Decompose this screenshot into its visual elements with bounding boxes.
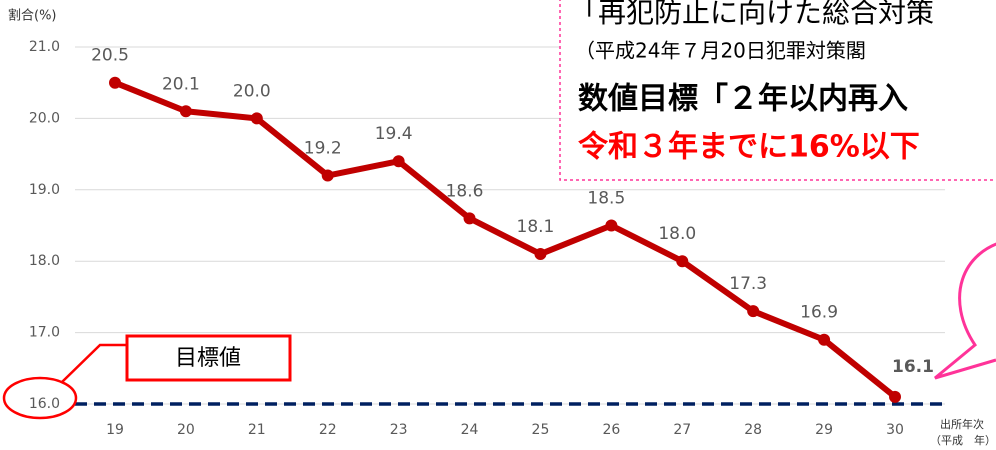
target-label: 目標値 bbox=[175, 346, 241, 371]
x-tick-label: 26 bbox=[602, 422, 620, 438]
y-tick-label: 16.0 bbox=[29, 396, 60, 412]
x-tick-label: 22 bbox=[319, 422, 337, 438]
x-tick-label: 28 bbox=[744, 422, 762, 438]
callout-line bbox=[61, 343, 127, 383]
y-tick-label: 17.0 bbox=[29, 325, 60, 341]
y-tick-label: 20.0 bbox=[29, 110, 60, 126]
data-label: 16.9 bbox=[800, 303, 838, 323]
x-tick-label: 23 bbox=[390, 422, 408, 438]
x-tick-label: 29 bbox=[815, 422, 833, 438]
data-label: 18.6 bbox=[446, 181, 484, 201]
x-tick-label: 30 bbox=[886, 422, 904, 438]
point bbox=[676, 255, 689, 268]
point bbox=[321, 169, 334, 182]
x-tick-label: 19 bbox=[106, 422, 124, 438]
y-tick-label: 21.0 bbox=[29, 39, 60, 55]
point bbox=[889, 390, 901, 403]
data-label: 20.5 bbox=[91, 46, 129, 66]
x-axis-label: 出所年次 bbox=[940, 417, 984, 431]
point bbox=[818, 333, 831, 346]
point bbox=[109, 76, 121, 89]
x-tick-label: 24 bbox=[461, 422, 479, 438]
line bbox=[113, 79, 897, 400]
data-label: 20.0 bbox=[233, 81, 271, 101]
data-label: 18.0 bbox=[658, 224, 696, 244]
annotation-box bbox=[559, 0, 996, 181]
y-tick-label: 18.0 bbox=[29, 253, 60, 269]
target-box bbox=[125, 334, 292, 382]
target-ellipse bbox=[2, 376, 78, 420]
point bbox=[463, 212, 476, 225]
annotation-text: 数値目標「２年以内再入 bbox=[578, 82, 908, 117]
x-axis-label-sub: （平成 年） bbox=[930, 433, 996, 447]
x-tick-label: 27 bbox=[673, 422, 691, 438]
data-label: 18.5 bbox=[587, 189, 625, 209]
y-tick-label: 19.0 bbox=[29, 182, 60, 198]
data-label: 19.4 bbox=[375, 124, 413, 144]
point bbox=[392, 155, 405, 168]
point bbox=[747, 305, 760, 318]
point bbox=[179, 105, 192, 118]
x-tick-label: 25 bbox=[532, 422, 550, 438]
point bbox=[605, 219, 618, 232]
x-tick-label: 21 bbox=[248, 422, 266, 438]
x-tick-label: 20 bbox=[177, 422, 195, 438]
annotation-text: 「再犯防止に向けた総合対策 bbox=[570, 0, 934, 29]
data-label: 16.1 bbox=[892, 357, 934, 377]
point bbox=[250, 112, 263, 125]
speech-bubble bbox=[934, 242, 996, 380]
data-label: 17.3 bbox=[729, 274, 767, 294]
data-label: 20.1 bbox=[162, 74, 200, 94]
point bbox=[534, 248, 547, 261]
y-axis-label: 割合(%) bbox=[8, 8, 57, 24]
annotation-text: 令和３年までに16%以下 bbox=[578, 130, 920, 165]
data-label: 19.2 bbox=[304, 139, 342, 159]
data-label: 18.1 bbox=[517, 217, 555, 237]
annotation-text: （平成24年７月20日犯罪対策閣 bbox=[575, 39, 866, 63]
